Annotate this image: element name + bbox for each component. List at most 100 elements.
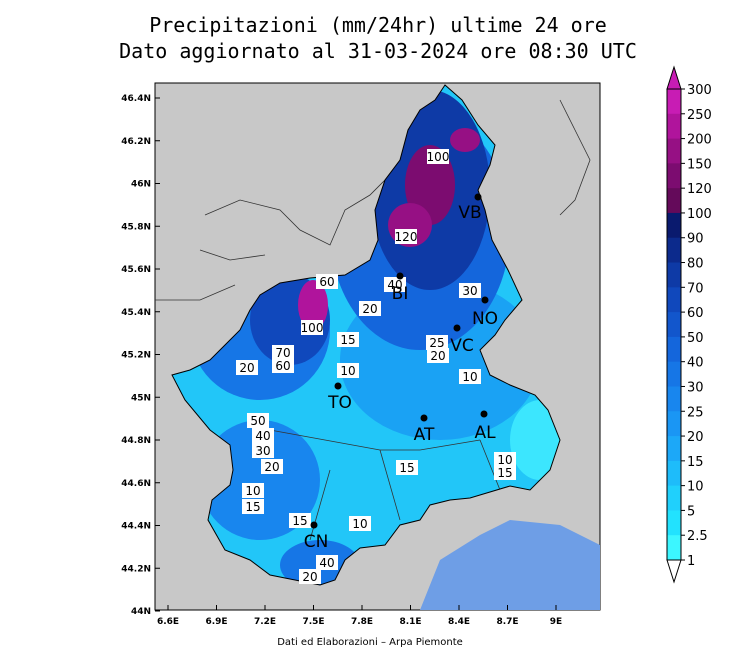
contour-label-box bbox=[272, 345, 294, 360]
colorbar-bottom bbox=[666, 559, 682, 584]
contour-label: 40 bbox=[255, 429, 270, 443]
contour-label: 15 bbox=[399, 461, 414, 475]
contour-label: 15 bbox=[497, 466, 512, 480]
contour-label-box bbox=[272, 358, 294, 373]
contour-label-box bbox=[359, 301, 381, 316]
contour-label: 20 bbox=[430, 349, 445, 363]
colorbar-label: 5 bbox=[687, 504, 695, 519]
contour-label-box bbox=[494, 465, 516, 480]
colorbar-label: 120 bbox=[687, 182, 712, 197]
contour-label: 50 bbox=[250, 414, 265, 428]
lat-label: 45N bbox=[131, 393, 151, 403]
city-label: AT bbox=[414, 425, 435, 445]
contour-label: 10 bbox=[340, 364, 355, 378]
lat-label: 46N bbox=[131, 180, 151, 190]
contour-label: 20 bbox=[302, 570, 317, 584]
colorbar-segment bbox=[667, 287, 681, 313]
contour-label: 10 bbox=[352, 517, 367, 531]
contour-label: 10 bbox=[245, 484, 260, 498]
colorbar-segment bbox=[667, 460, 681, 487]
colorbar-label: 300 bbox=[687, 83, 712, 98]
colorbar-segment bbox=[667, 336, 681, 363]
borders bbox=[155, 99, 591, 301]
contour-label: 100 bbox=[427, 150, 450, 164]
contour-label-box bbox=[459, 369, 481, 384]
city-label: VB bbox=[458, 203, 481, 223]
colorbar-segment bbox=[667, 485, 681, 511]
colorbar-segment bbox=[667, 312, 681, 338]
colorbar-segment bbox=[667, 212, 681, 239]
contour-label: 40 bbox=[319, 556, 334, 570]
contour-label-box bbox=[299, 569, 321, 584]
contour-label-box bbox=[427, 149, 449, 164]
colorbar-label: 20 bbox=[687, 430, 704, 445]
colorbar-label: 30 bbox=[687, 380, 704, 395]
lat-label: 46.2N bbox=[121, 137, 151, 147]
colorbar-label: 100 bbox=[687, 207, 712, 222]
title: Precipitazioni (mm/24hr) ultime 24 ore bbox=[149, 13, 607, 37]
contour-label-box bbox=[236, 360, 258, 375]
contour-label: 100 bbox=[301, 321, 324, 335]
contour-label-box bbox=[247, 413, 269, 428]
contour-label-box bbox=[316, 274, 338, 289]
lat-label: 45.2N bbox=[121, 351, 151, 361]
city-label: AL bbox=[474, 423, 496, 443]
lat-label: 44.6N bbox=[121, 479, 151, 489]
colorbar-label: 50 bbox=[687, 331, 704, 346]
colorbar-segment bbox=[667, 411, 681, 437]
colorbar-label: 25 bbox=[687, 405, 704, 420]
lat-label: 45.6N bbox=[121, 265, 151, 275]
lon-label: 8.7E bbox=[496, 617, 518, 627]
colorbar-segment bbox=[667, 113, 681, 140]
colorbar-segment bbox=[667, 510, 681, 536]
colorbar-label: 90 bbox=[687, 232, 704, 247]
colorbar-label: 70 bbox=[687, 281, 704, 296]
contour-label-box bbox=[384, 277, 406, 292]
lon-label: 6.6E bbox=[157, 617, 179, 627]
colorbar-segment bbox=[667, 163, 681, 189]
contour-label-box bbox=[427, 348, 449, 363]
map bbox=[154, 82, 601, 611]
contour-label-box bbox=[289, 513, 311, 528]
contour-label-box bbox=[396, 460, 418, 475]
colorbar-label: 200 bbox=[687, 133, 712, 148]
contour-label: 20 bbox=[239, 361, 254, 375]
lon-label: 7.8E bbox=[351, 617, 373, 627]
contour-label: 15 bbox=[340, 333, 355, 347]
lon-label: 7.2E bbox=[254, 617, 276, 627]
lat-label: 46.4N bbox=[121, 94, 151, 104]
contour-label-box bbox=[252, 428, 274, 443]
colorbar-segment bbox=[667, 535, 681, 561]
contour-label-box bbox=[252, 443, 274, 458]
contour-label-box bbox=[426, 335, 448, 350]
city-dot bbox=[480, 410, 488, 418]
contour-label: 30 bbox=[255, 444, 270, 458]
city-dot bbox=[453, 324, 461, 332]
city-dot bbox=[420, 414, 428, 422]
city-dot bbox=[396, 272, 404, 280]
contour-label-box bbox=[261, 459, 283, 474]
contour-label: 15 bbox=[292, 514, 307, 528]
contour-label-box bbox=[316, 555, 338, 570]
colorbar-segment bbox=[667, 138, 681, 164]
contour-label: 25 bbox=[429, 336, 444, 350]
contour-label-box bbox=[494, 452, 516, 467]
colorbar-label: 250 bbox=[687, 108, 712, 123]
contour-label-box bbox=[242, 499, 264, 514]
colorbar-top bbox=[666, 65, 682, 90]
colorbar-label: 60 bbox=[687, 306, 704, 321]
contour-label-box bbox=[349, 516, 371, 531]
colorbar-frame bbox=[666, 88, 682, 561]
contour-label: 10 bbox=[462, 370, 477, 384]
colorbar-label: 40 bbox=[687, 356, 704, 371]
contour-label: 30 bbox=[462, 284, 477, 298]
contour-label-box bbox=[301, 320, 323, 335]
colorbar-segment bbox=[667, 436, 681, 462]
city-dot bbox=[481, 296, 489, 304]
lat-label: 44.2N bbox=[121, 564, 151, 574]
colorbar-segment bbox=[667, 89, 681, 115]
lat-label: 45.8N bbox=[121, 222, 151, 232]
contour-label-box bbox=[337, 363, 359, 378]
contour-label: 120 bbox=[395, 230, 418, 244]
city-label: VC bbox=[450, 336, 474, 356]
